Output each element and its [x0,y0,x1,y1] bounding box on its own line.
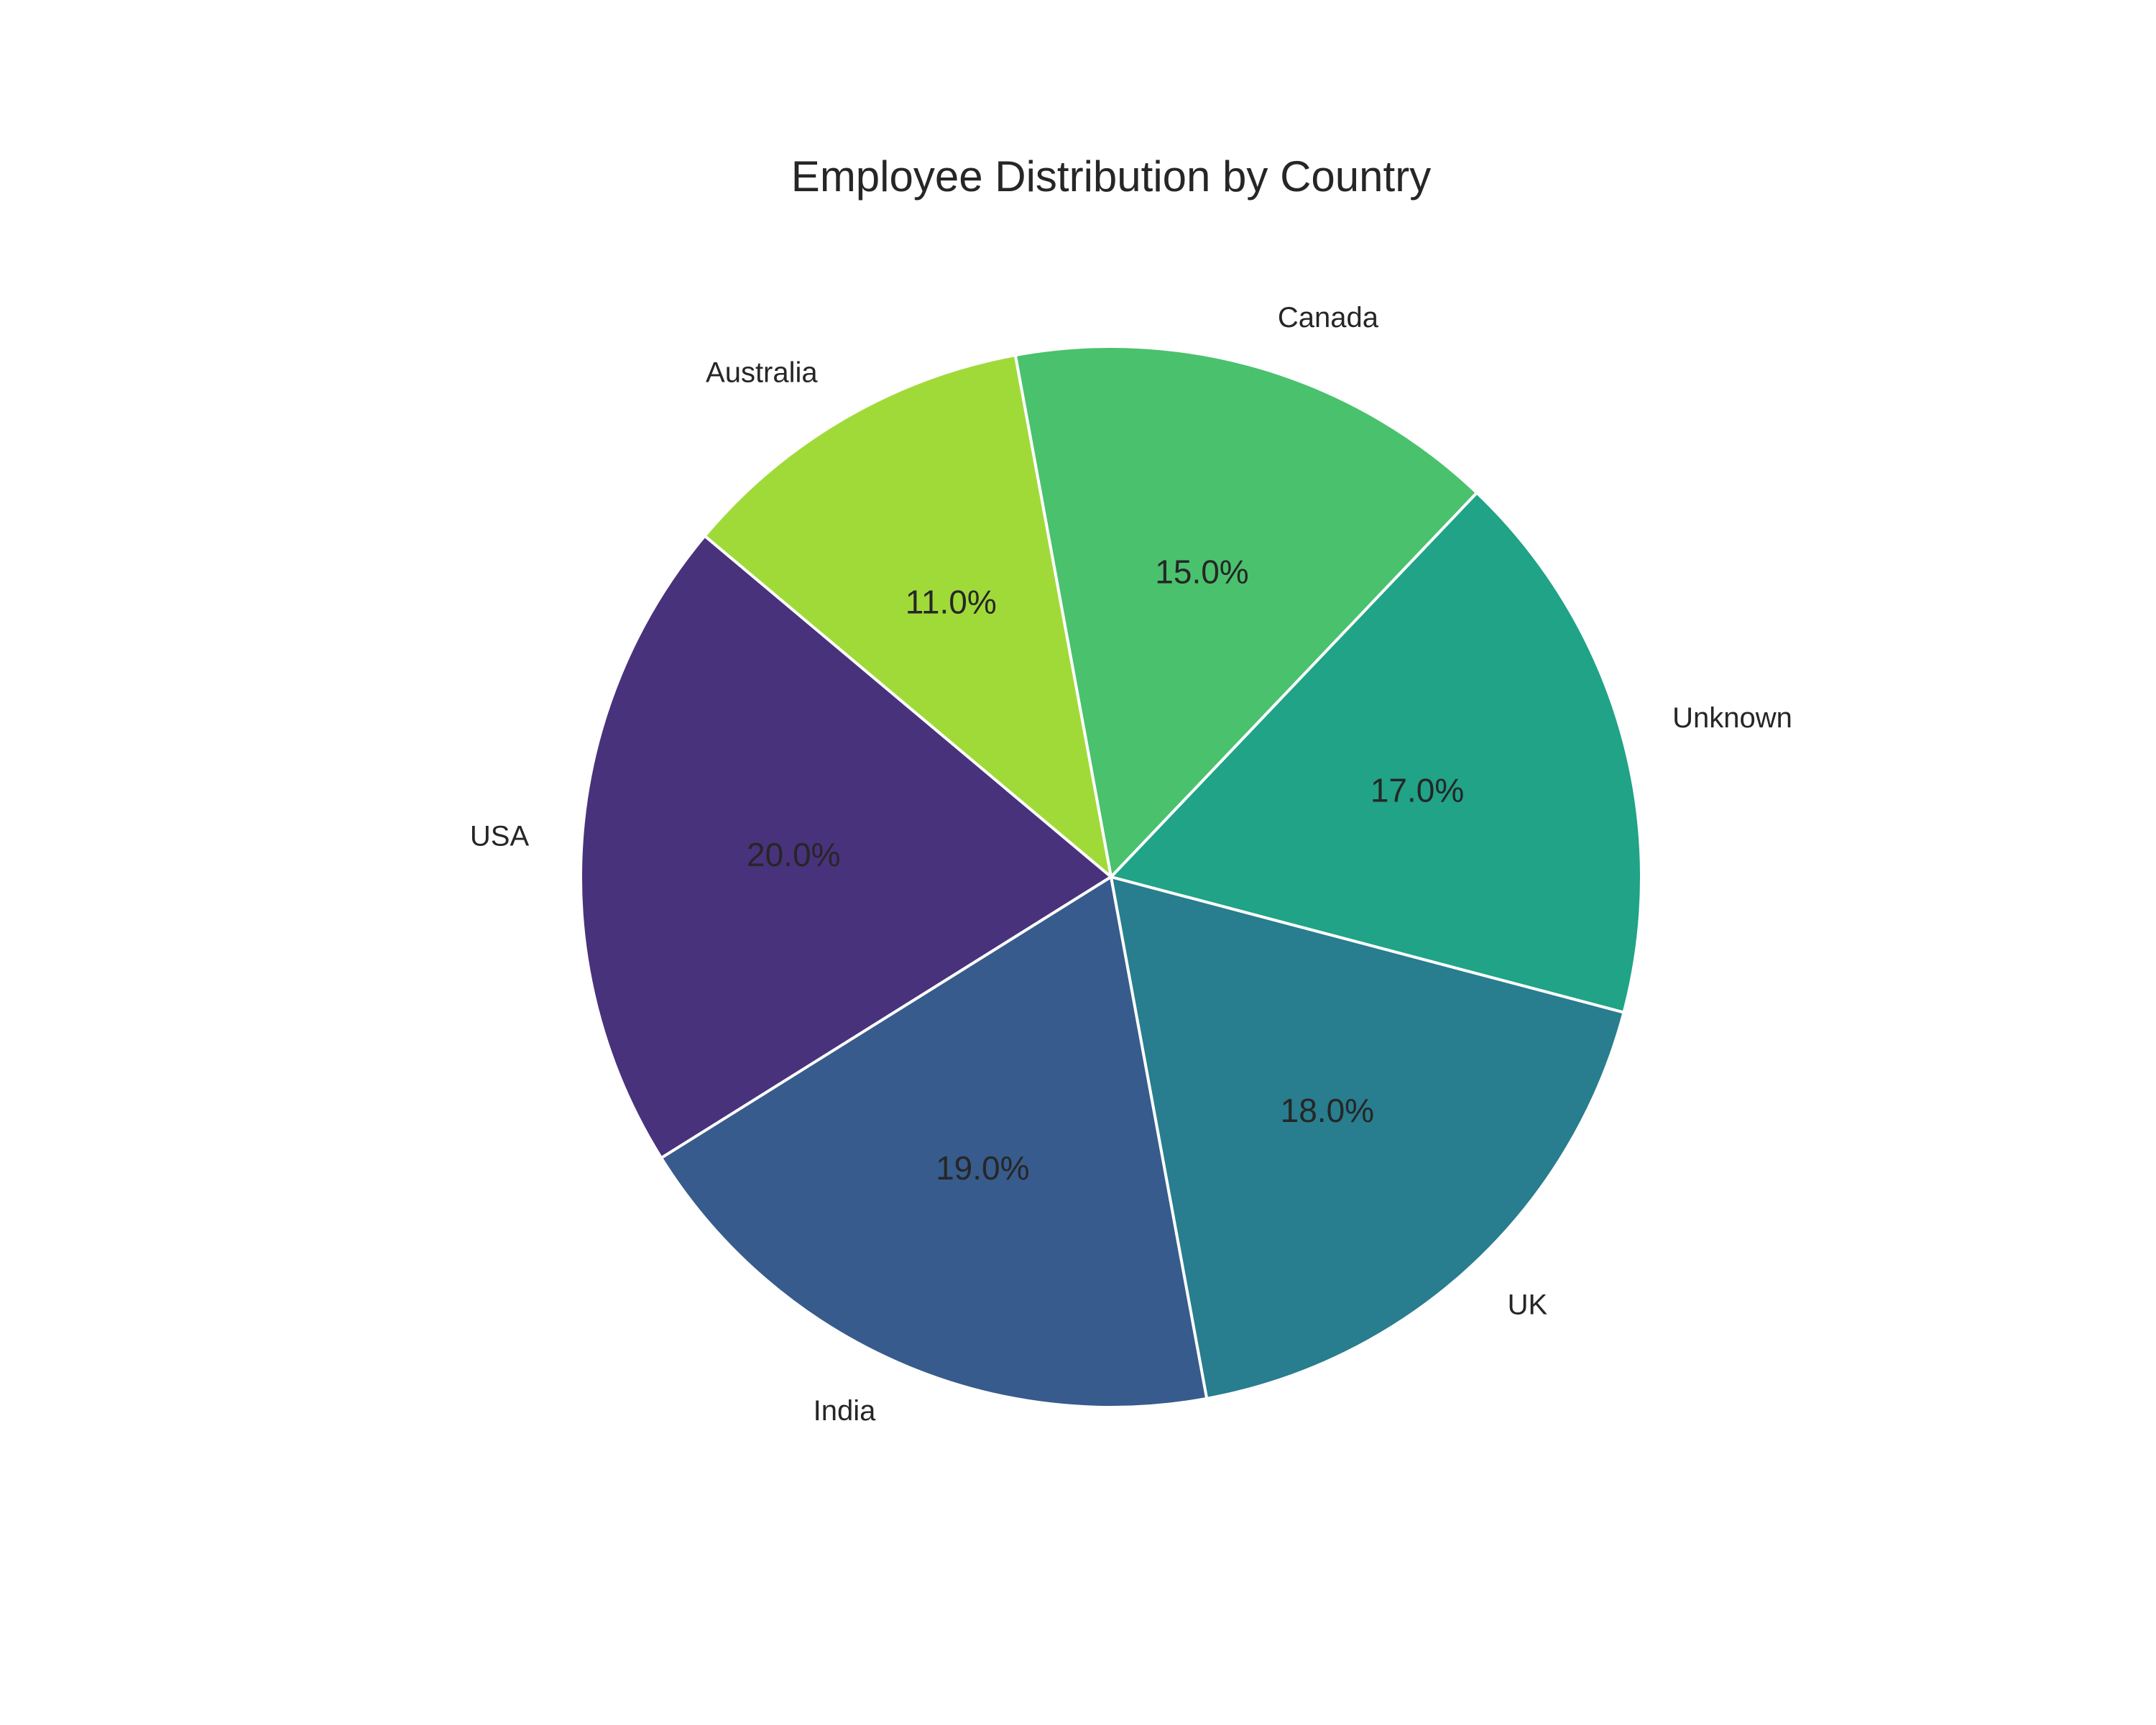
pie-slice-australia [703,354,1112,878]
slice-percent-uk: 18.0% [1281,1092,1374,1129]
slice-label-uk: UK [1508,1289,1548,1321]
slice-percent-unknown: 17.0% [1370,771,1464,809]
slice-percent-india: 19.0% [936,1149,1029,1187]
pie-slice-canada [1013,345,1478,878]
slice-label-australia: Australia [706,356,818,388]
slice-percent-usa: 20.0% [747,836,840,873]
slice-percent-australia: 11.0% [906,583,997,620]
slice-label-usa: USA [470,820,530,852]
slice-label-unknown: Unknown [1672,702,1792,734]
slice-label-india: India [814,1395,876,1427]
pie-slice-india [660,875,1209,1409]
slice-percent-canada: 15.0% [1155,553,1248,591]
pie-labels: USA 20.0% India 19.0% UK 18.0% Unknown 17.0% Can… [470,302,1792,1427]
chart-title: Employee Distribution by Country [791,152,1431,201]
pie-slices [579,345,1643,1409]
pie-slice-usa [579,534,1112,1160]
pie-slice-unknown [1110,491,1643,1014]
pie-slice-uk [1110,875,1626,1400]
slice-label-canada: Canada [1278,302,1379,334]
